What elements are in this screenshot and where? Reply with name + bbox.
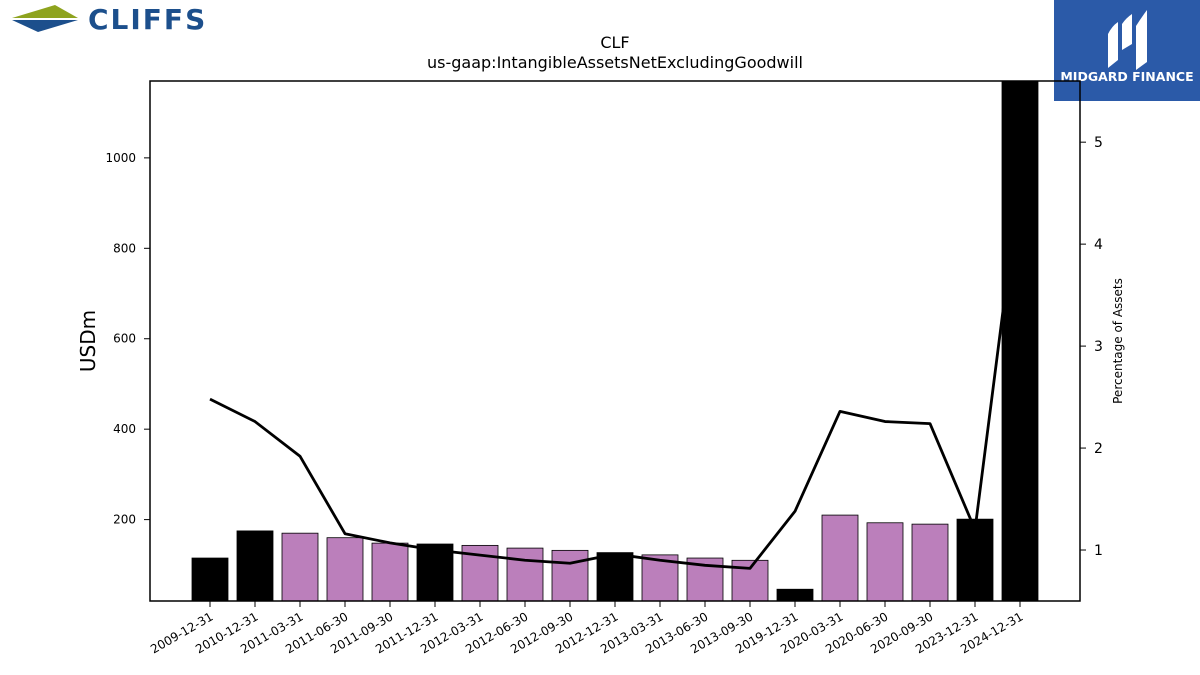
cliffs-logo-mark-bottom (12, 20, 78, 32)
line-series (209, 177, 1022, 570)
y-axis-label-right: Percentage of Assets (1111, 278, 1125, 404)
y-axis-right-ticks: 1 2 3 4 5 (1080, 135, 1103, 559)
y-tick-label-left: 200 (113, 513, 136, 527)
bar-series (191, 80, 1039, 602)
bar-2012-12-31 (596, 552, 634, 602)
plot-frame (149, 80, 1081, 602)
bar-2012-09-30 (551, 549, 589, 602)
bar-2011-09-30 (371, 542, 409, 602)
cliffs-logo-text: CLIFFS (88, 3, 207, 36)
y-tick-label-right: 3 (1094, 339, 1103, 355)
midgard-logo-mark (1108, 10, 1147, 70)
bar-2020-09-30 (911, 523, 949, 602)
bar-2020-03-31 (821, 514, 859, 602)
bar-2011-03-31 (281, 532, 319, 602)
bar-2009-12-31 (191, 557, 229, 602)
y-tick-label-right: 5 (1094, 135, 1103, 151)
y-axis-left-ticks: 200 400 600 800 1000 (105, 151, 150, 527)
cliffs-logo-mark-top (12, 5, 78, 18)
bar-2023-12-31 (956, 518, 994, 602)
y-tick-label-right: 4 (1094, 237, 1103, 253)
y-tick-label-right: 1 (1094, 543, 1103, 559)
bar-2011-06-30 (326, 537, 364, 602)
chart-subtitle: us-gaap:IntangibleAssetsNetExcludingGood… (427, 53, 803, 72)
bar-2024-12-31 (1001, 80, 1039, 602)
bar-2019-12-31 (776, 588, 814, 602)
midgard-finance-logo: MIDGARD FINANCE (1054, 0, 1200, 101)
chart-title: CLF (600, 33, 629, 52)
y-tick-label-right: 2 (1094, 441, 1103, 457)
y-tick-label-left: 1000 (105, 151, 136, 165)
bar-2011-12-31 (416, 543, 454, 602)
midgard-logo-background (1054, 0, 1200, 101)
y-tick-label-left: 400 (113, 422, 136, 436)
bar-2010-12-31 (236, 530, 274, 602)
x-axis-ticks: 2009-12-312010-12-312011-03-312011-06-30… (148, 601, 1026, 656)
y-tick-label-left: 600 (113, 332, 136, 346)
cliffs-logo: CLIFFS (12, 3, 207, 36)
percentage-line (209, 177, 1022, 570)
bar-2020-06-30 (866, 522, 904, 602)
bar-2012-06-30 (506, 547, 544, 602)
midgard-logo-text: MIDGARD FINANCE (1060, 69, 1193, 84)
y-axis-label-left: USDm (76, 310, 100, 372)
y-tick-label-left: 800 (113, 241, 136, 255)
